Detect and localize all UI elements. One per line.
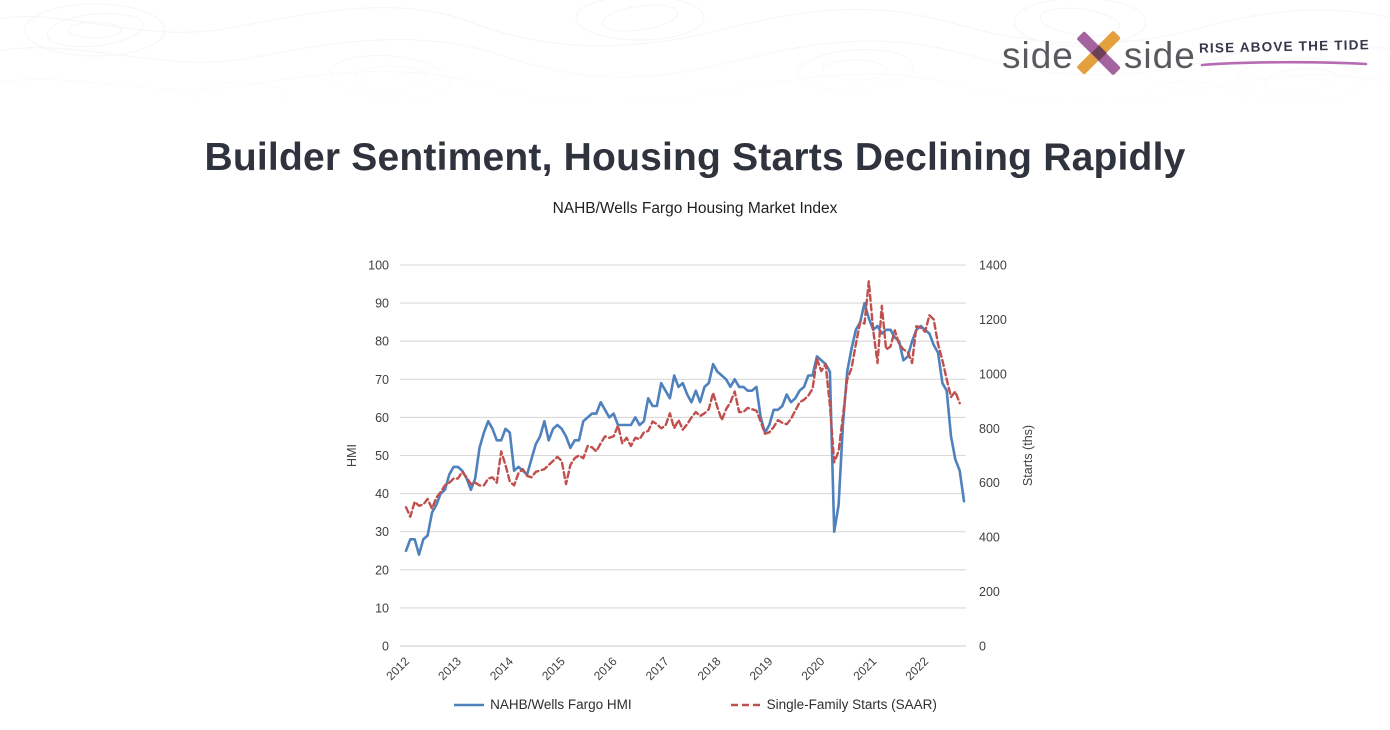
left-axis-tick-label: 70 [375,373,389,387]
left-axis-tick-label: 60 [375,411,389,425]
legend-label-starts: Single-Family Starts (SAAR) [766,697,937,712]
topo-pattern [0,0,1390,108]
right-axis-tick-label: 1400 [979,259,1007,273]
left-axis-tick-label: 20 [375,563,389,577]
logo: side side [1002,30,1196,81]
left-axis-tick-label: 40 [375,487,389,501]
logo-x-icon [1076,30,1122,81]
left-axis-title: HMI [345,444,359,467]
x-axis-tick-label: 2021 [851,654,880,683]
left-axis-tick-label: 90 [375,297,389,311]
logo-word-left: side [1002,35,1074,76]
x-axis-tick-label: 2012 [383,654,412,683]
legend-label-hmi: NAHB/Wells Fargo HMI [490,697,632,712]
right-axis-tick-label: 0 [979,640,986,654]
tagline-underline [1200,60,1368,67]
tagline-text: RISE ABOVE THE TIDE [1198,37,1370,56]
legend-item-hmi: NAHB/Wells Fargo HMI [453,697,632,712]
right-axis-tick-label: 1000 [979,367,1007,381]
right-axis-tick-label: 600 [979,476,1000,490]
right-axis-tick-label: 800 [979,422,1000,436]
x-axis-tick-label: 2014 [487,654,516,683]
left-axis-tick-label: 50 [375,449,389,463]
right-axis-title: Starts (ths) [1021,425,1035,486]
x-axis-tick-label: 2018 [695,654,724,683]
x-axis-tick-label: 2016 [591,654,620,683]
x-axis-tick-label: 2017 [643,654,672,683]
right-axis-tick-label: 200 [979,585,1000,599]
left-axis-tick-label: 80 [375,335,389,349]
x-axis-tick-label: 2013 [435,654,464,683]
starts-line-swatch [730,703,761,706]
hmi-line [404,301,966,556]
legend-item-starts: Single-Family Starts (SAAR) [730,697,937,712]
x-axis-tick-label: 2019 [747,654,776,683]
page-title: Builder Sentiment, Housing Starts Declin… [204,136,1186,179]
right-axis-tick-label: 400 [979,531,1000,545]
left-axis-tick-label: 100 [368,259,389,273]
x-axis-tick-label: 2020 [799,654,828,683]
left-axis-tick-label: 0 [382,640,389,654]
logo-word-right: side [1123,35,1196,76]
starts-line [404,280,961,518]
chart-legend: NAHB/Wells Fargo HMI Single-Family Start… [453,697,937,712]
right-axis-tick-label: 1200 [979,313,1007,327]
hmi-line-swatch [454,703,485,706]
chart: 0 10 20 30 40 50 60 70 80 90 100 0 200 400 600 800 1000 1… [330,243,1070,703]
left-axis-tick-label: 30 [375,525,389,539]
chart-svg: 0102030405060708090100020040060080010001… [345,259,1035,684]
tagline: RISE ABOVE THE TIDE [1198,37,1370,68]
x-axis-tick-label: 2015 [539,654,568,683]
x-axis-tick-label: 2022 [902,654,931,683]
chart-title: NAHB/Wells Fargo Housing Market Index [552,200,838,217]
left-axis-tick-label: 10 [375,601,389,615]
